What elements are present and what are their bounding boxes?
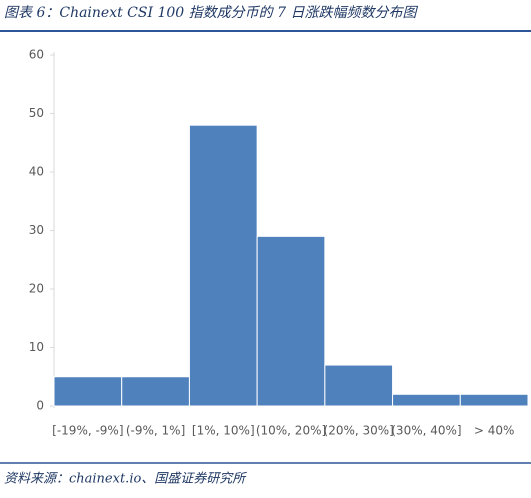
y-tick-label: 0	[36, 399, 44, 413]
x-tick-label: (-9%, 1%]	[126, 424, 185, 438]
y-tick-label: 60	[29, 48, 44, 62]
x-tick-label: [-19%, -9%]	[52, 424, 123, 438]
bar	[188, 124, 258, 407]
x-tick-label: (10%, 20%]	[256, 424, 326, 438]
bar	[459, 393, 529, 407]
y-tick-label: 50	[29, 106, 44, 120]
bar	[121, 376, 190, 407]
x-tick-label: > 40%	[474, 424, 515, 438]
x-tick-label: (30%, 40%]	[391, 424, 461, 438]
chart-title: 图表 6：Chainext CSI 100 指数成分币的 7 日涨跌幅频数分布图	[4, 5, 418, 21]
source-note: 资料来源：chainext.io、国盛证券研究所	[4, 471, 247, 487]
x-tick-label: [1%, 10%]	[192, 424, 255, 438]
y-tick-label: 20	[29, 282, 44, 296]
bar	[53, 376, 123, 407]
y-tick-label: 10	[29, 340, 44, 354]
y-tick-label: 30	[29, 223, 44, 237]
bar	[256, 235, 326, 407]
x-tick-label: (20%, 30%]	[324, 424, 394, 438]
y-tick-label: 40	[29, 165, 44, 179]
bar	[324, 364, 394, 407]
bar	[392, 393, 461, 407]
